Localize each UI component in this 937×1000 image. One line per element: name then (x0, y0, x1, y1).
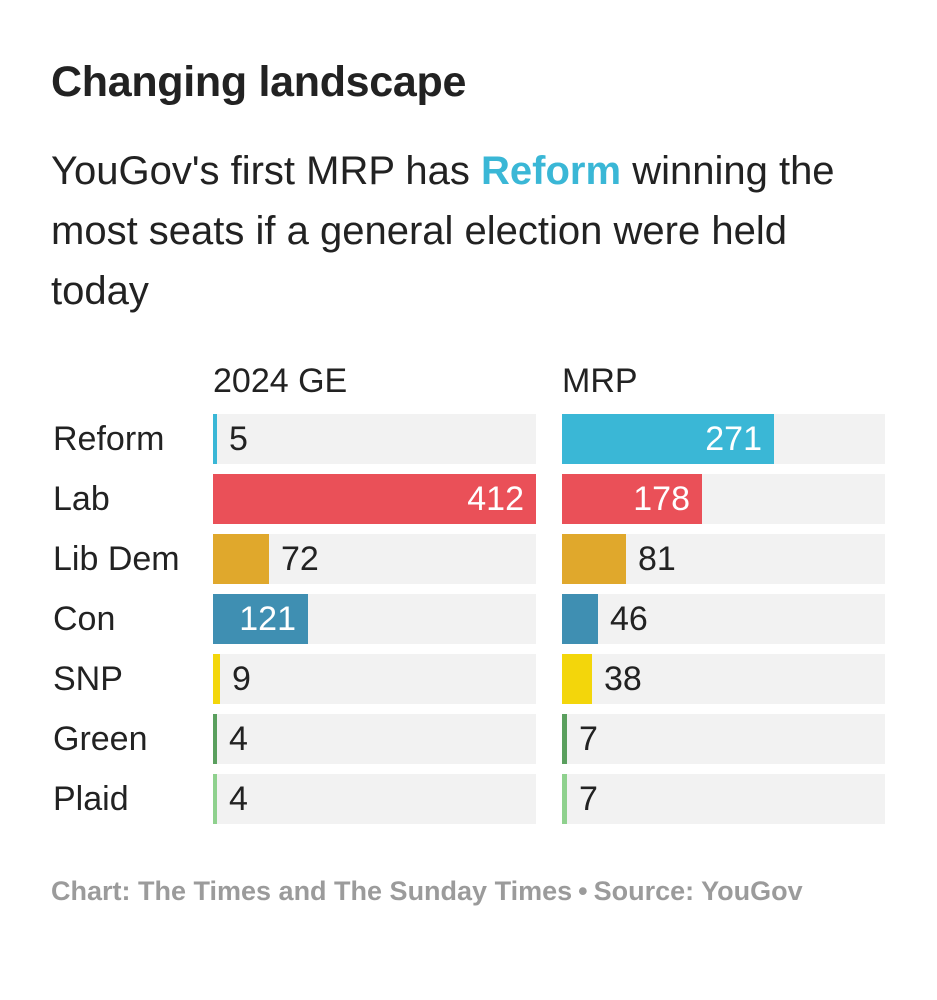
subtitle-text-after: winning the most seats if a general elec… (51, 149, 835, 313)
value-label-mrp-con: 46 (610, 600, 648, 638)
bar-track-mrp-lab: 178 (562, 474, 885, 524)
bar-mrp-lib-dem (562, 534, 626, 584)
bar-2024-ge-green (213, 714, 217, 764)
bar-track-mrp-con: 46 (562, 594, 885, 644)
value-label-2024-ge-lib-dem: 72 (281, 540, 319, 578)
footer-credit: Chart: The Times and The Sunday Times (51, 876, 573, 906)
party-label-con: Con (53, 600, 116, 638)
bar-mrp-green (562, 714, 567, 764)
bar-track-mrp-lib-dem: 81 (562, 534, 885, 584)
bar-2024-ge-snp (213, 654, 220, 704)
value-label-mrp-lab: 178 (633, 480, 690, 518)
column-header-mrp: MRP (562, 362, 638, 400)
chart-title: Changing landscape (51, 58, 467, 106)
subtitle-highlight-reform: Reform (481, 149, 622, 193)
bar-track-mrp-plaid: 7 (562, 774, 885, 824)
chart-subtitle: YouGov's first MRP has Reform winning th… (51, 141, 881, 321)
party-label-lib-dem: Lib Dem (53, 540, 180, 578)
value-label-2024-ge-lab: 412 (467, 480, 524, 518)
subtitle-text-before: YouGov's first MRP has (51, 149, 482, 193)
value-label-2024-ge-green: 4 (229, 720, 248, 758)
bar-mrp-snp (562, 654, 592, 704)
bar-track-mrp-green: 7 (562, 714, 885, 764)
bar-2024-ge-lab (213, 474, 536, 524)
value-label-2024-ge-snp: 9 (232, 660, 251, 698)
bar-2024-ge-con (213, 594, 308, 644)
column-header-2024-ge: 2024 GE (213, 362, 348, 400)
bar-mrp-lab (562, 474, 702, 524)
bar-track-mrp-reform: 271 (562, 414, 885, 464)
bar-track-2024-ge-plaid: 4 (213, 774, 536, 824)
bar-track-2024-ge-green: 4 (213, 714, 536, 764)
party-label-plaid: Plaid (53, 780, 129, 818)
value-label-mrp-green: 7 (579, 720, 598, 758)
bar-2024-ge-plaid (213, 774, 217, 824)
party-label-lab: Lab (53, 480, 110, 518)
value-label-2024-ge-plaid: 4 (229, 780, 248, 818)
bar-track-2024-ge-reform: 5 (213, 414, 536, 464)
bar-mrp-plaid (562, 774, 567, 824)
bar-2024-ge-lib-dem (213, 534, 269, 584)
bar-track-2024-ge-lib-dem: 72 (213, 534, 536, 584)
footer-source: Source: YouGov (593, 876, 803, 906)
value-label-2024-ge-reform: 5 (229, 420, 248, 458)
footer-separator: • (578, 876, 588, 906)
bar-track-2024-ge-lab: 412 (213, 474, 536, 524)
bar-mrp-con (562, 594, 598, 644)
party-label-green: Green (53, 720, 148, 758)
bar-track-mrp-snp: 38 (562, 654, 885, 704)
value-label-mrp-lib-dem: 81 (638, 540, 676, 578)
party-label-snp: SNP (53, 660, 123, 698)
value-label-mrp-snp: 38 (604, 660, 642, 698)
value-label-2024-ge-con: 121 (239, 600, 296, 638)
bar-track-2024-ge-snp: 9 (213, 654, 536, 704)
bar-track-2024-ge-con: 121 (213, 594, 536, 644)
party-label-reform: Reform (53, 420, 165, 458)
value-label-mrp-reform: 271 (705, 420, 762, 458)
value-label-mrp-plaid: 7 (579, 780, 598, 818)
chart-footer: Chart: The Times and The Sunday Times • So… (51, 876, 803, 907)
bar-mrp-reform (562, 414, 774, 464)
bar-2024-ge-reform (213, 414, 217, 464)
